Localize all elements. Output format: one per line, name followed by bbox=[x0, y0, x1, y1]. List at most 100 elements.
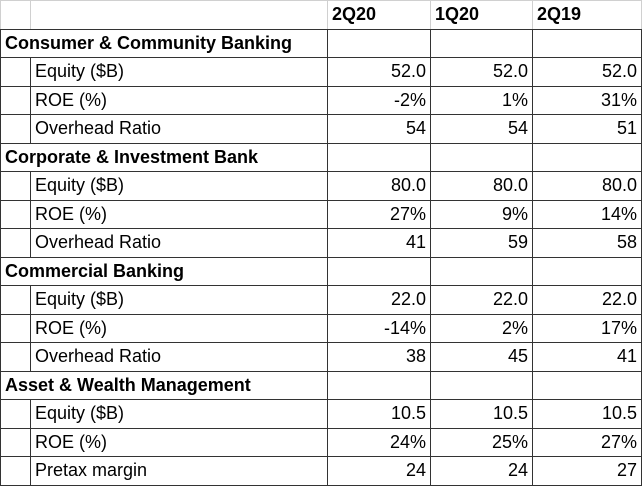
value-cell: 80.0 bbox=[430, 171, 533, 201]
empty-cell bbox=[532, 142, 642, 172]
value-cell: 52.0 bbox=[430, 57, 533, 87]
value-cell: 59 bbox=[430, 228, 533, 258]
value-cell: 24 bbox=[327, 456, 431, 486]
value-cell: 52.0 bbox=[532, 57, 642, 87]
row-label: Pretax margin bbox=[30, 456, 328, 486]
column-header: 1Q20 bbox=[430, 0, 533, 30]
value-cell: 27% bbox=[327, 199, 431, 229]
value-cell: 31% bbox=[532, 85, 642, 115]
value-cell: 10.5 bbox=[430, 399, 533, 429]
empty-cell bbox=[0, 427, 31, 457]
value-cell: 22.0 bbox=[532, 285, 642, 315]
section-title: Corporate & Investment Bank bbox=[0, 142, 328, 172]
value-cell: 1% bbox=[430, 85, 533, 115]
value-cell: 17% bbox=[532, 313, 642, 343]
data-row: ROE (%) 27% 9% 14% bbox=[0, 199, 642, 229]
data-row: Equity ($B) 80.0 80.0 80.0 bbox=[0, 171, 642, 201]
value-cell: 24 bbox=[430, 456, 533, 486]
column-header: 2Q19 bbox=[532, 0, 642, 30]
empty-cell bbox=[0, 285, 31, 315]
row-label: ROE (%) bbox=[30, 427, 328, 457]
value-cell: -2% bbox=[327, 85, 431, 115]
data-row: Pretax margin 24 24 27 bbox=[0, 456, 642, 486]
empty-cell bbox=[327, 256, 431, 286]
data-row: Equity ($B) 22.0 22.0 22.0 bbox=[0, 285, 642, 315]
section-row: Asset & Wealth Management bbox=[0, 370, 642, 400]
empty-cell bbox=[430, 370, 533, 400]
empty-cell bbox=[532, 28, 642, 58]
value-cell: 24% bbox=[327, 427, 431, 457]
data-row: ROE (%) -2% 1% 31% bbox=[0, 85, 642, 115]
data-row: Equity ($B) 52.0 52.0 52.0 bbox=[0, 57, 642, 87]
empty-cell bbox=[0, 85, 31, 115]
data-table: 2Q20 1Q20 2Q19 Consumer & Community Banking… bbox=[0, 0, 642, 486]
value-cell: 2% bbox=[430, 313, 533, 343]
section-title: Commercial Banking bbox=[0, 256, 328, 286]
empty-cell bbox=[327, 142, 431, 172]
row-label: Equity ($B) bbox=[30, 399, 328, 429]
row-label: Overhead Ratio bbox=[30, 228, 328, 258]
data-row: Overhead Ratio 54 54 51 bbox=[0, 114, 642, 144]
value-cell: 22.0 bbox=[327, 285, 431, 315]
value-cell: 9% bbox=[430, 199, 533, 229]
value-cell: 27% bbox=[532, 427, 642, 457]
empty-cell bbox=[0, 342, 31, 372]
row-label: Equity ($B) bbox=[30, 171, 328, 201]
section-title: Consumer & Community Banking bbox=[0, 28, 328, 58]
column-header: 2Q20 bbox=[327, 0, 431, 30]
value-cell: 58 bbox=[532, 228, 642, 258]
empty-cell bbox=[0, 57, 31, 87]
empty-cell bbox=[532, 256, 642, 286]
header-row: 2Q20 1Q20 2Q19 bbox=[0, 0, 642, 30]
value-cell: 10.5 bbox=[327, 399, 431, 429]
value-cell: 51 bbox=[532, 114, 642, 144]
value-cell: 27 bbox=[532, 456, 642, 486]
value-cell: -14% bbox=[327, 313, 431, 343]
empty-cell bbox=[0, 114, 31, 144]
value-cell: 80.0 bbox=[327, 171, 431, 201]
value-cell: 80.0 bbox=[532, 171, 642, 201]
section-row: Consumer & Community Banking bbox=[0, 28, 642, 58]
section-row: Corporate & Investment Bank bbox=[0, 142, 642, 172]
empty-cell bbox=[327, 370, 431, 400]
value-cell: 10.5 bbox=[532, 399, 642, 429]
data-row: ROE (%) 24% 25% 27% bbox=[0, 427, 642, 457]
value-cell: 22.0 bbox=[430, 285, 533, 315]
empty-cell bbox=[327, 28, 431, 58]
row-label: Overhead Ratio bbox=[30, 342, 328, 372]
row-label: ROE (%) bbox=[30, 85, 328, 115]
row-label: Overhead Ratio bbox=[30, 114, 328, 144]
empty-cell bbox=[0, 199, 31, 229]
section-row: Commercial Banking bbox=[0, 256, 642, 286]
empty-cell bbox=[0, 313, 31, 343]
value-cell: 52.0 bbox=[327, 57, 431, 87]
value-cell: 54 bbox=[430, 114, 533, 144]
value-cell: 45 bbox=[430, 342, 533, 372]
value-cell: 41 bbox=[327, 228, 431, 258]
value-cell: 41 bbox=[532, 342, 642, 372]
table-body: 2Q20 1Q20 2Q19 Consumer & Community Banking… bbox=[0, 0, 642, 486]
value-cell: 54 bbox=[327, 114, 431, 144]
empty-cell bbox=[0, 171, 31, 201]
empty-cell bbox=[430, 142, 533, 172]
data-row: ROE (%) -14% 2% 17% bbox=[0, 313, 642, 343]
value-cell: 38 bbox=[327, 342, 431, 372]
data-row: Overhead Ratio 38 45 41 bbox=[0, 342, 642, 372]
empty-cell bbox=[30, 0, 328, 30]
empty-cell bbox=[0, 399, 31, 429]
empty-cell bbox=[0, 456, 31, 486]
row-label: Equity ($B) bbox=[30, 57, 328, 87]
value-cell: 14% bbox=[532, 199, 642, 229]
empty-cell bbox=[532, 370, 642, 400]
data-row: Equity ($B) 10.5 10.5 10.5 bbox=[0, 399, 642, 429]
data-row: Overhead Ratio 41 59 58 bbox=[0, 228, 642, 258]
value-cell: 25% bbox=[430, 427, 533, 457]
row-label: ROE (%) bbox=[30, 199, 328, 229]
empty-cell bbox=[430, 256, 533, 286]
empty-cell bbox=[0, 0, 31, 30]
row-label: ROE (%) bbox=[30, 313, 328, 343]
empty-cell bbox=[430, 28, 533, 58]
row-label: Equity ($B) bbox=[30, 285, 328, 315]
section-title: Asset & Wealth Management bbox=[0, 370, 328, 400]
